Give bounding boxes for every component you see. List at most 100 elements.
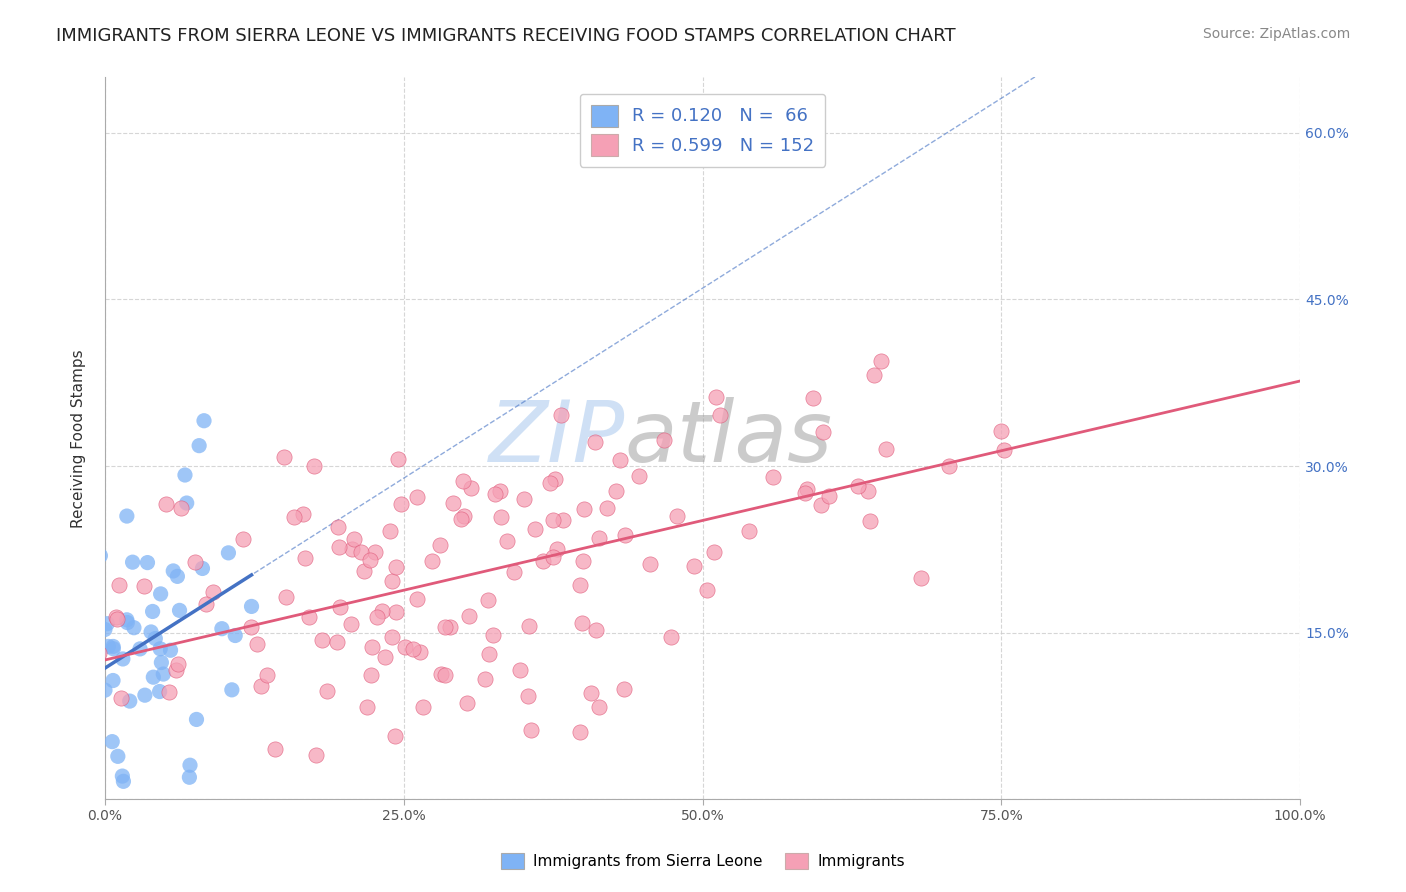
Point (0, 708, 20, 723)
Point (217, 546, 239, 560)
Point (659, 630, 682, 644)
Text: atlas: atlas (624, 397, 832, 480)
Point (441, 496, 464, 510)
Point (359, 553, 381, 567)
Point (27, 680, 49, 694)
Point (863, 368, 886, 382)
Point (546, 541, 568, 556)
Point (107, 749, 129, 764)
Point (170, 501, 193, 516)
Point (588, 531, 610, 545)
Point (810, 498, 832, 512)
Point (24, 657, 46, 671)
Point (305, 748, 328, 763)
Point (596, 501, 619, 516)
Point (516, 689, 538, 703)
Point (434, 620, 457, 634)
Point (221, 682, 243, 697)
Point (117, 615, 139, 630)
Point (107, 578, 129, 592)
Point (94, 683, 117, 698)
Point (101, 734, 124, 748)
Point (544, 472, 567, 486)
Point (683, 559, 706, 574)
Point (45, 612, 67, 626)
Point (484, 487, 506, 501)
Point (796, 482, 818, 496)
Point (364, 544, 387, 558)
Point (704, 390, 727, 404)
Point (434, 668, 457, 682)
Point (628, 468, 651, 483)
Point (112, 774, 135, 789)
Point (66, 674, 89, 689)
Point (201, 585, 224, 599)
Point (496, 534, 519, 549)
Point (350, 544, 373, 558)
Point (340, 542, 363, 557)
Point (859, 514, 882, 528)
Point (232, 532, 254, 546)
Legend: R = 0.120   N =  66, R = 0.599   N = 152: R = 0.120 N = 66, R = 0.599 N = 152 (579, 94, 825, 167)
Point (256, 667, 278, 681)
Point (531, 554, 554, 568)
Point (142, 670, 165, 684)
Point (737, 524, 759, 538)
Point (142, 604, 165, 618)
Point (105, 610, 128, 624)
Point (273, 450, 295, 464)
Point (60, 716, 83, 731)
Point (101, 878, 124, 892)
Point (456, 696, 478, 710)
Point (143, 632, 166, 646)
Point (152, 667, 174, 681)
Point (291, 508, 314, 522)
Point (302, 458, 325, 473)
Point (44, 825, 66, 839)
Point (666, 508, 689, 523)
Point (474, 672, 496, 686)
Point (184, 555, 207, 569)
Point (149, 587, 172, 601)
Point (186, 713, 208, 727)
Point (477, 593, 499, 607)
Point (938, 459, 960, 474)
Point (520, 723, 543, 737)
Point (157, 685, 180, 699)
Point (360, 668, 382, 682)
Point (378, 524, 401, 538)
Point (571, 616, 593, 631)
Point (155, 497, 177, 511)
Point (551, 513, 574, 527)
Point (762, 469, 785, 483)
Point (409, 645, 432, 659)
Point (453, 509, 475, 524)
Point (910, 571, 932, 585)
Point (118, 694, 141, 708)
Point (478, 647, 501, 661)
Point (326, 520, 349, 534)
Point (179, 758, 201, 772)
Point (450, 512, 472, 526)
Point (818, 489, 841, 503)
Point (457, 609, 479, 624)
Point (339, 616, 361, 631)
Point (696, 583, 718, 598)
Point (381, 574, 404, 588)
Point (568, 578, 591, 592)
Point (502, 565, 524, 579)
Point (80, 527, 103, 541)
Point (870, 354, 893, 368)
Point (638, 558, 661, 572)
Point (460, 481, 482, 495)
Point (264, 741, 287, 756)
Point (129, 641, 152, 656)
Point (385, 605, 408, 619)
Point (430, 666, 453, 681)
Point (385, 560, 408, 574)
Point (51, 671, 73, 685)
Point (96, 616, 118, 631)
Point (709, 409, 731, 423)
Point (612, 681, 634, 696)
Point (240, 599, 263, 614)
